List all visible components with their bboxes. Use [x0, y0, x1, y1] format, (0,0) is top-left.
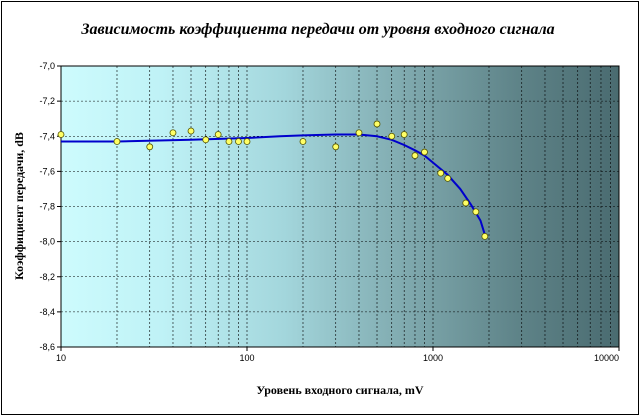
x-tick-label: 10 — [56, 353, 66, 363]
data-point — [243, 138, 251, 145]
y-tick-label: -7,4 — [39, 131, 55, 141]
y-tick-label: -7,0 — [39, 61, 55, 71]
data-point — [411, 152, 419, 159]
y-tick-label: -7,8 — [39, 202, 55, 212]
data-point — [169, 129, 177, 137]
data-point — [146, 143, 154, 151]
y-tick-label: -8,2 — [39, 272, 55, 282]
data-point — [355, 129, 363, 137]
data-point — [462, 199, 470, 207]
data-point — [214, 131, 222, 138]
x-tick-label: 10000 — [594, 353, 619, 363]
data-point — [187, 127, 195, 135]
data-point — [235, 138, 242, 145]
y-tick-label: -8,4 — [39, 307, 55, 317]
x-tick-label: 100 — [239, 353, 254, 363]
x-tick-label: 1000 — [423, 353, 443, 363]
chart-title: Зависимость коэффициента передачи от уро… — [80, 21, 554, 38]
data-point — [388, 132, 396, 140]
y-tick-label: -7,2 — [39, 96, 55, 106]
y-tick-label: -7,6 — [39, 166, 55, 176]
x-axis-label: Уровень входного сигнала, mV — [256, 383, 424, 397]
y-axis-ticks: -7,0 -7,2 -7,4 -7,6 -7,8 -8,0 -8,2 -8,4 -8,6 — [39, 61, 61, 352]
data-point — [113, 138, 121, 145]
data-point — [225, 138, 233, 145]
y-axis-label: Коэффициент передачи, dB — [12, 132, 26, 280]
plot-area — [60, 65, 620, 348]
data-point — [481, 232, 489, 240]
y-tick-label: -8,0 — [39, 237, 55, 247]
data-point — [299, 138, 307, 145]
data-point — [57, 131, 65, 138]
x-axis-ticks: 10 100 1000 10000 — [56, 347, 620, 363]
data-point — [472, 208, 480, 216]
data-point — [332, 143, 340, 151]
data-series — [57, 120, 489, 240]
data-point — [421, 148, 428, 156]
data-point — [202, 136, 210, 144]
grid-lines — [61, 66, 619, 347]
data-point — [400, 131, 408, 138]
data-point — [373, 120, 381, 128]
fit-line — [61, 133, 486, 235]
data-point — [437, 169, 445, 177]
data-point — [444, 174, 452, 182]
y-tick-label: -8,6 — [39, 342, 55, 352]
